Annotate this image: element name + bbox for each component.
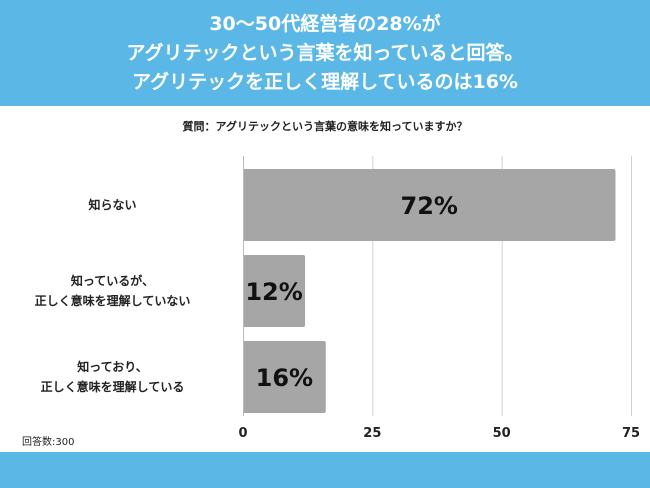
category-label-2: 知っており、正しく意味を理解している <box>0 357 225 397</box>
category-label-1-line-1: 正しく意味を理解していない <box>34 294 191 308</box>
title-banner: 30〜50代経営者の28%が アグリテックという言葉を知っていると回答。 アグリ… <box>0 0 650 106</box>
bar-2 <box>243 341 326 413</box>
category-label-0-line-0: 知らない <box>88 198 137 212</box>
category-label-1: 知っているが、正しく意味を理解していない <box>0 271 225 311</box>
data-label-1: 12% <box>245 278 302 306</box>
x-tick-label-2: 50 <box>493 426 511 441</box>
category-label-0: 知らない <box>0 195 225 215</box>
category-label-2-line-1: 正しく意味を理解している <box>40 380 185 394</box>
data-label-2: 16% <box>256 364 313 392</box>
respondent-count: 回答数:300 <box>22 437 75 448</box>
category-label-1-line-0: 知っているが、 <box>70 274 155 288</box>
footer-band <box>0 452 650 488</box>
x-tick-label-3: 75 <box>622 426 640 441</box>
survey-question: 質問：アグリテックという言葉の意味を知っていますか？ <box>182 120 468 133</box>
title-line-2: アグリテックという言葉を知っていると回答。 <box>126 41 524 64</box>
title-line-1: 30〜50代経営者の28%が <box>209 12 441 35</box>
title-line-3: アグリテックを正しく理解しているのは16% <box>132 70 518 93</box>
data-label-0: 72% <box>401 192 458 220</box>
bar-0 <box>243 169 616 241</box>
x-tick-label-0: 0 <box>238 426 247 441</box>
category-label-2-line-0: 知っており、 <box>77 360 148 374</box>
bar-1 <box>243 255 306 327</box>
x-tick-label-1: 25 <box>363 426 381 441</box>
